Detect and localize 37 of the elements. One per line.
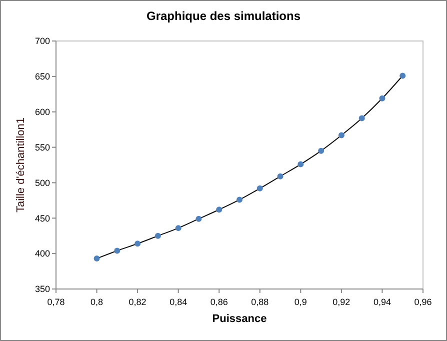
point [358,115,365,122]
y-tick-label: 400 [34,248,50,259]
point [400,72,406,79]
point [175,225,182,232]
x-tick-label: 0,94 [373,297,391,307]
y-tick-label: 500 [34,178,50,188]
point [114,248,120,254]
point [134,240,141,247]
y-tick-label: 350 [34,284,50,294]
y-tick-label: 450 [34,213,50,224]
point [256,185,263,192]
point [298,161,304,168]
x-tick-label: 0,96 [414,297,432,307]
x-axis-title: Puissance [212,313,267,325]
x-tick-label: 0,8 [90,297,104,307]
x-tick-label: 0,92 [332,297,350,307]
point [277,173,284,180]
x-tick-label: 0,78 [47,297,65,307]
point [338,132,344,138]
x-tick-label: 0,9 [294,297,307,307]
point [94,256,100,262]
x-tick-label: 0,88 [251,297,269,307]
point [318,148,324,154]
y-tick-label: 650 [34,72,50,82]
x-tick-label: 0,84 [170,297,188,307]
point [154,232,161,239]
point [216,206,222,213]
y-tick-label: 550 [34,142,50,152]
point [379,95,386,102]
y-axis-title: Taille d'échantillon1 [15,117,27,213]
chart-title: Graphique des simulations [146,9,301,23]
point [236,196,242,203]
point [196,216,202,222]
y-tick-label: 700 [34,36,50,46]
x-tick-label: 0,86 [210,297,228,307]
x-tick-label: 0,82 [128,297,146,307]
y-tick-label: 600 [34,107,50,118]
